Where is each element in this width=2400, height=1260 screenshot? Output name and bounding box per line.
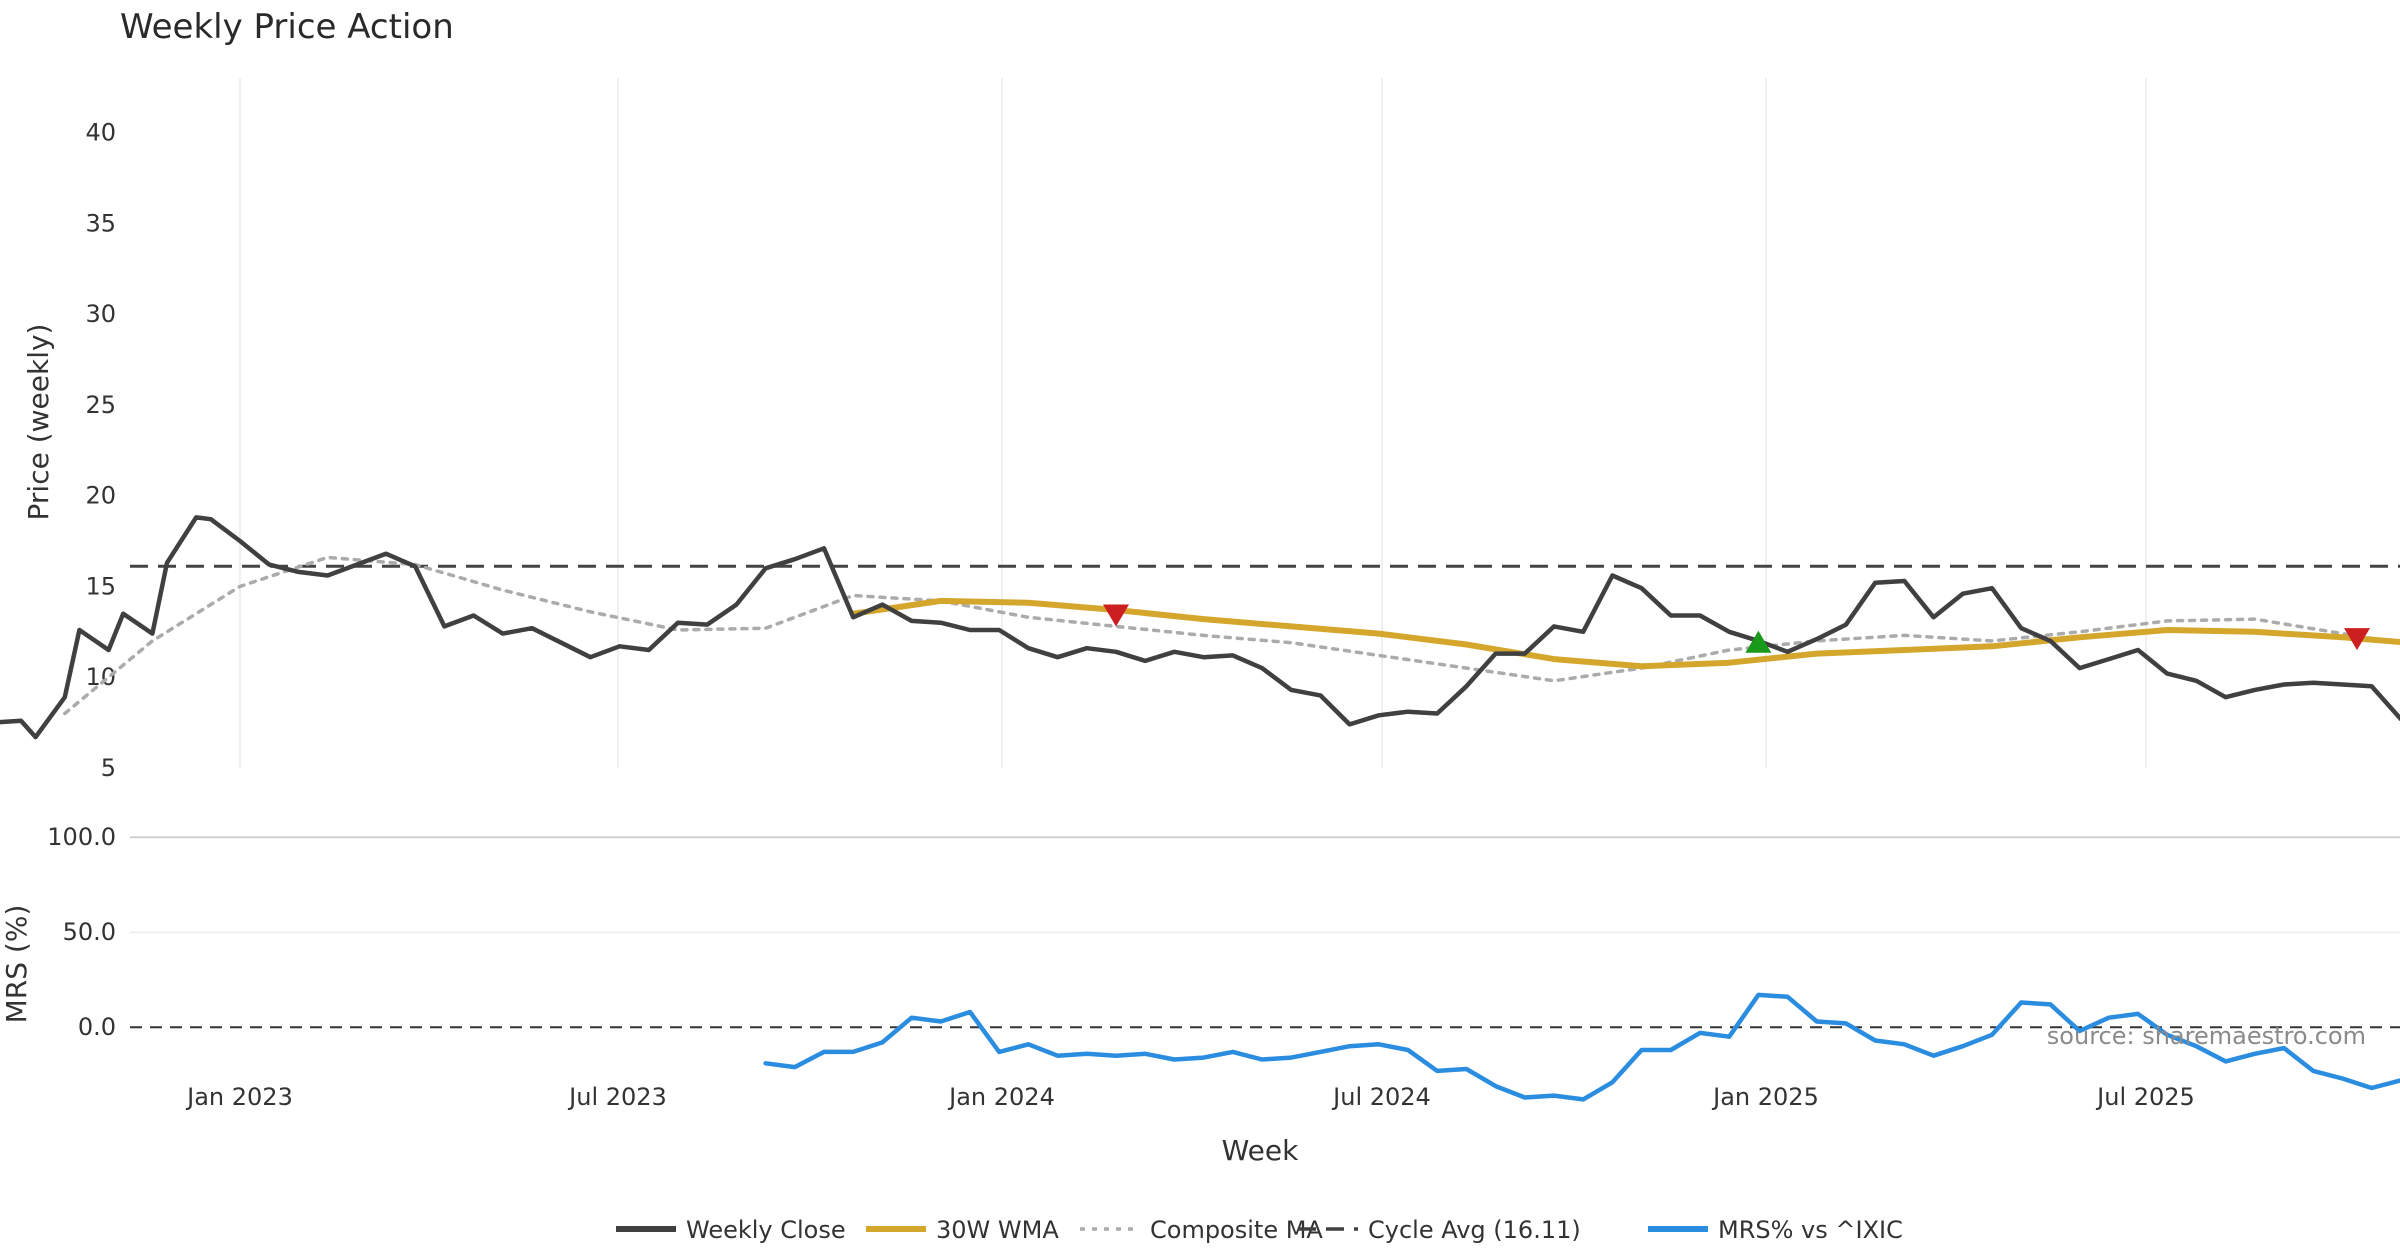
weekly-close-line xyxy=(0,515,2400,740)
sell-signal-marker xyxy=(2344,628,2370,651)
mrs-line xyxy=(763,992,2400,1102)
price-y-axis-title: Price (weekly) xyxy=(22,324,55,521)
price-y-tick: 30 xyxy=(85,300,116,328)
legend-item: Weekly Close xyxy=(616,1216,846,1244)
x-tick-label: Jul 2025 xyxy=(2095,1083,2195,1111)
price-y-tick: 5 xyxy=(101,754,116,782)
price-y-ticks: 5 10 15 20 25 30 35 40 xyxy=(85,118,116,782)
price-y-tick: 15 xyxy=(85,572,116,600)
mrs-y-ticks: 0.0 50.0 100.0 xyxy=(47,823,2400,1041)
x-tick-label: Jan 2025 xyxy=(1711,1083,1819,1111)
x-ticks: Jan 2023 Jul 2023 Jan 2024 Jul 2024 Jan 2025… xyxy=(185,1083,2195,1111)
sell-signal-marker xyxy=(1103,604,1129,627)
legend-item: 30W WMA xyxy=(866,1216,1059,1244)
x-tick-label: Jan 2024 xyxy=(947,1083,1055,1111)
legend-label: Weekly Close xyxy=(686,1216,846,1244)
mrs-y-tick: 50.0 xyxy=(63,918,116,946)
legend-item: Composite MA xyxy=(1080,1216,1323,1244)
price-y-tick: 10 xyxy=(85,663,116,691)
chart-title: Weekly Price Action xyxy=(120,7,454,47)
legend-label: 30W WMA xyxy=(936,1216,1059,1244)
price-panel: 5 10 15 20 25 30 35 40 Price (weekly) xyxy=(0,118,2400,782)
x-tick-label: Jul 2023 xyxy=(567,1083,667,1111)
wma-30w-line xyxy=(850,597,2400,670)
legend-item: MRS% vs ^IXIC xyxy=(1648,1216,1903,1244)
buy-signal-marker xyxy=(1745,630,1772,653)
legend-label: MRS% vs ^IXIC xyxy=(1718,1216,1903,1244)
price-y-tick: 20 xyxy=(85,482,116,510)
mrs-y-tick: 0.0 xyxy=(78,1013,116,1041)
x-axis-title: Week xyxy=(1222,1134,1299,1167)
composite-ma-line xyxy=(63,555,2400,716)
x-tick-label: Jul 2024 xyxy=(1331,1083,1431,1111)
legend-label: Composite MA xyxy=(1150,1216,1323,1244)
price-y-tick: 25 xyxy=(85,391,116,419)
x-tick-label: Jan 2023 xyxy=(185,1083,293,1111)
mrs-panel: 0.0 50.0 100.0 MRS (%) source: sharemaestr… xyxy=(0,823,2400,1102)
legend: Weekly Close 30W WMA Composite MA Cycle Avg… xyxy=(616,1216,1903,1244)
price-y-tick: 35 xyxy=(85,209,116,237)
legend-label: Cycle Avg (16.11) xyxy=(1368,1216,1581,1244)
mrs-y-tick: 100.0 xyxy=(47,823,116,851)
source-label: source: sharemaestro.com xyxy=(2047,1022,2366,1050)
legend-item: Cycle Avg (16.11) xyxy=(1298,1216,1581,1244)
mrs-y-axis-title: MRS (%) xyxy=(0,905,33,1024)
price-y-tick: 40 xyxy=(85,118,116,146)
vertical-gridlines xyxy=(239,78,2147,768)
